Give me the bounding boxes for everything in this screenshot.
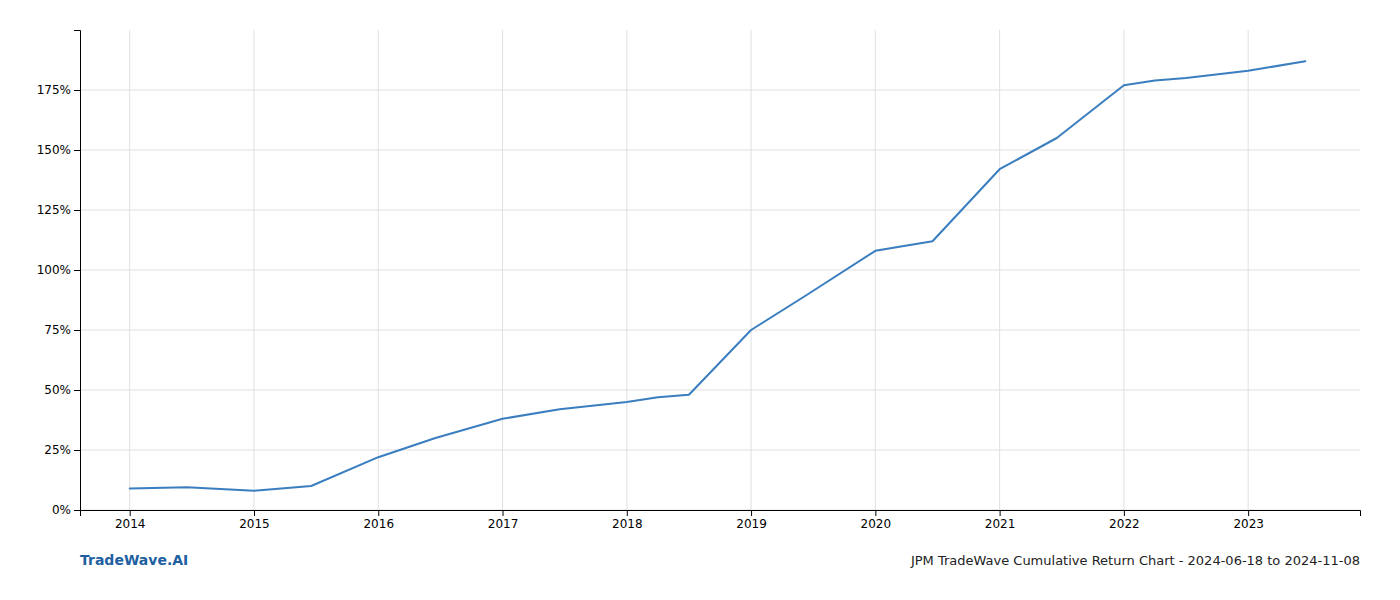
x-tick-label: 2021 — [985, 517, 1016, 531]
y-tick-label: 50% — [44, 383, 71, 397]
chart: 2014 2015 2016 2017 2018 2019 2020 2021 2022 2023… — [0, 0, 1400, 600]
y-tick: 75% — [44, 323, 80, 337]
y-tick: 100% — [37, 263, 80, 277]
title: JPM TradeWave Cumulative Return Chart - … — [910, 553, 1360, 568]
y-tick: 150% — [37, 143, 80, 157]
x-tick-mark — [1248, 510, 1249, 516]
y-tick-label: 175% — [37, 83, 71, 97]
x-tick-label: 2016 — [363, 517, 394, 531]
x-tick-mark — [1124, 510, 1125, 516]
x-tick: 2014 — [115, 510, 146, 531]
y-tick-mark — [74, 210, 80, 211]
y-tick: 0% — [52, 503, 80, 517]
y-tick: 125% — [37, 203, 80, 217]
x-tick-mark — [130, 510, 131, 516]
x-tick: 2018 — [612, 510, 643, 531]
x-tick-mark — [751, 510, 752, 516]
grid-line — [80, 450, 1360, 451]
y-tick: 25% — [44, 443, 80, 457]
x-tick: 2021 — [985, 510, 1016, 531]
x-tick: 2020 — [861, 510, 892, 531]
y-tick-label: 75% — [44, 323, 71, 337]
y-tick-label: 0% — [52, 503, 71, 517]
x-tick: 2015 — [239, 510, 270, 531]
y-tick-label: 100% — [37, 263, 71, 277]
x-tick-label: 2015 — [239, 517, 270, 531]
grid-line — [80, 210, 1360, 211]
y-tick-label: 150% — [37, 143, 71, 157]
x-tick-mark — [503, 510, 504, 516]
y-tick-mark — [74, 90, 80, 91]
x-tick-mark — [378, 510, 379, 516]
y-tick-mark — [74, 510, 80, 511]
grid-line — [80, 150, 1360, 151]
x-tick: 2017 — [488, 510, 519, 531]
y-tick-mark — [74, 270, 80, 271]
x-tick-label: 2023 — [1233, 517, 1264, 531]
y-tick-label: 25% — [44, 443, 71, 457]
x-tick-mark — [254, 510, 255, 516]
y-tick-mark — [74, 390, 80, 391]
y-tick: 50% — [44, 383, 80, 397]
grid-line — [80, 390, 1360, 391]
x-tick-mark — [875, 510, 876, 516]
x-axis: 2014 2015 2016 2017 2018 2019 2020 2021 2022 2023 — [81, 510, 1361, 531]
y-tick-mark — [74, 450, 80, 451]
grid — [80, 30, 1360, 510]
grid-line — [80, 270, 1360, 271]
y-tick: 175% — [37, 83, 80, 97]
x-tick: 2023 — [1233, 510, 1264, 531]
x-tick-label: 2017 — [488, 517, 519, 531]
x-tick-label: 2014 — [115, 517, 146, 531]
x-tick-mark — [1000, 510, 1001, 516]
y-axis-line — [74, 31, 81, 511]
plot: 2014 2015 2016 2017 2018 2019 2020 2021 2022 2023… — [37, 30, 1361, 531]
x-tick: 2016 — [363, 510, 394, 531]
y-axis: 0% 25% 50% 75% 100% 125% 150% 175% — [37, 31, 81, 518]
y-tick-mark — [74, 150, 80, 151]
x-tick-mark — [627, 510, 628, 516]
x-tick: 2022 — [1109, 510, 1140, 531]
y-tick-mark — [74, 330, 80, 331]
x-axis-line — [81, 511, 1361, 517]
line — [130, 61, 1306, 491]
y-tick-label: 125% — [37, 203, 71, 217]
x-tick-label: 2022 — [1109, 517, 1140, 531]
x-tick-label: 2020 — [861, 517, 892, 531]
marks — [130, 61, 1306, 491]
grid-line — [80, 330, 1360, 331]
watermark: TradeWave.AI — [80, 552, 188, 568]
x-tick-label: 2018 — [612, 517, 643, 531]
grid-line — [80, 90, 1360, 91]
x-tick: 2019 — [736, 510, 767, 531]
x-tick-label: 2019 — [736, 517, 767, 531]
